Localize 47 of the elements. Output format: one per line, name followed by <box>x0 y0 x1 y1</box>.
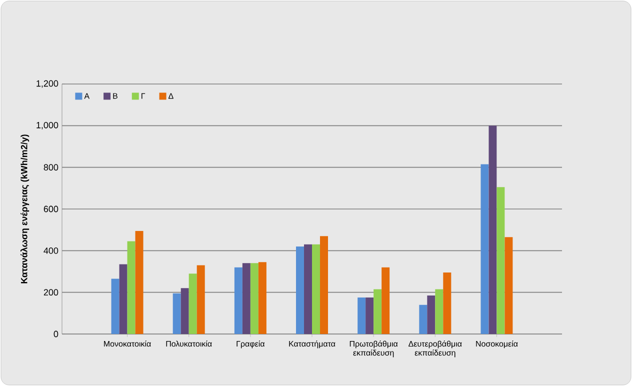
legend-label: Γ <box>142 93 146 99</box>
x-tick-label: Καταστήματα <box>289 340 336 348</box>
bar <box>496 187 505 334</box>
bar <box>312 244 320 334</box>
bar <box>488 126 497 334</box>
legend-label: Α <box>84 93 90 99</box>
bar <box>127 241 136 334</box>
bar <box>374 289 382 334</box>
bar <box>504 237 513 334</box>
y-tick-label: 600 <box>44 206 58 212</box>
bar <box>250 263 258 334</box>
legend-label: Β <box>113 93 118 99</box>
bar <box>296 246 304 334</box>
bar <box>419 304 428 334</box>
y-tick-label: 1,200 <box>36 80 58 88</box>
bar <box>111 278 120 334</box>
x-tick-label: Γραφεία <box>236 340 265 348</box>
bar <box>234 267 242 334</box>
bar <box>172 293 181 334</box>
legend-label: Δ <box>168 93 174 99</box>
y-tick-label: 0 <box>54 330 58 338</box>
y-tick-label: 200 <box>44 289 58 296</box>
bar <box>435 289 444 334</box>
bar <box>320 236 328 334</box>
x-tick-label: Πολυκατοικία <box>166 340 212 347</box>
x-tick-label: Δευτεροβάθμια εκπαίδευση <box>408 340 462 358</box>
bar <box>480 164 489 334</box>
x-tick-label: Μονοκατοικία <box>104 340 151 347</box>
x-tick-label: Πρωτοβάθμια εκπαίδευση <box>350 340 398 358</box>
y-tick-label: 400 <box>44 247 58 254</box>
y-tick-label: 1,000 <box>36 122 58 130</box>
y-axis-title: Κατανάλωση ενέργειας (kWh/m2/y) <box>20 134 30 284</box>
bar <box>382 267 390 334</box>
bar <box>304 244 312 334</box>
bar <box>358 298 366 334</box>
bar <box>180 288 189 334</box>
x-tick-label: Νοσοκομεία <box>476 340 518 348</box>
bar <box>196 265 205 334</box>
bar <box>188 274 197 334</box>
bar <box>135 230 144 334</box>
bar <box>427 295 436 334</box>
bar <box>366 298 374 334</box>
y-tick-label: 800 <box>44 164 58 171</box>
bar <box>242 263 250 334</box>
bar <box>119 264 128 334</box>
bar <box>443 272 452 334</box>
bar <box>258 262 266 334</box>
